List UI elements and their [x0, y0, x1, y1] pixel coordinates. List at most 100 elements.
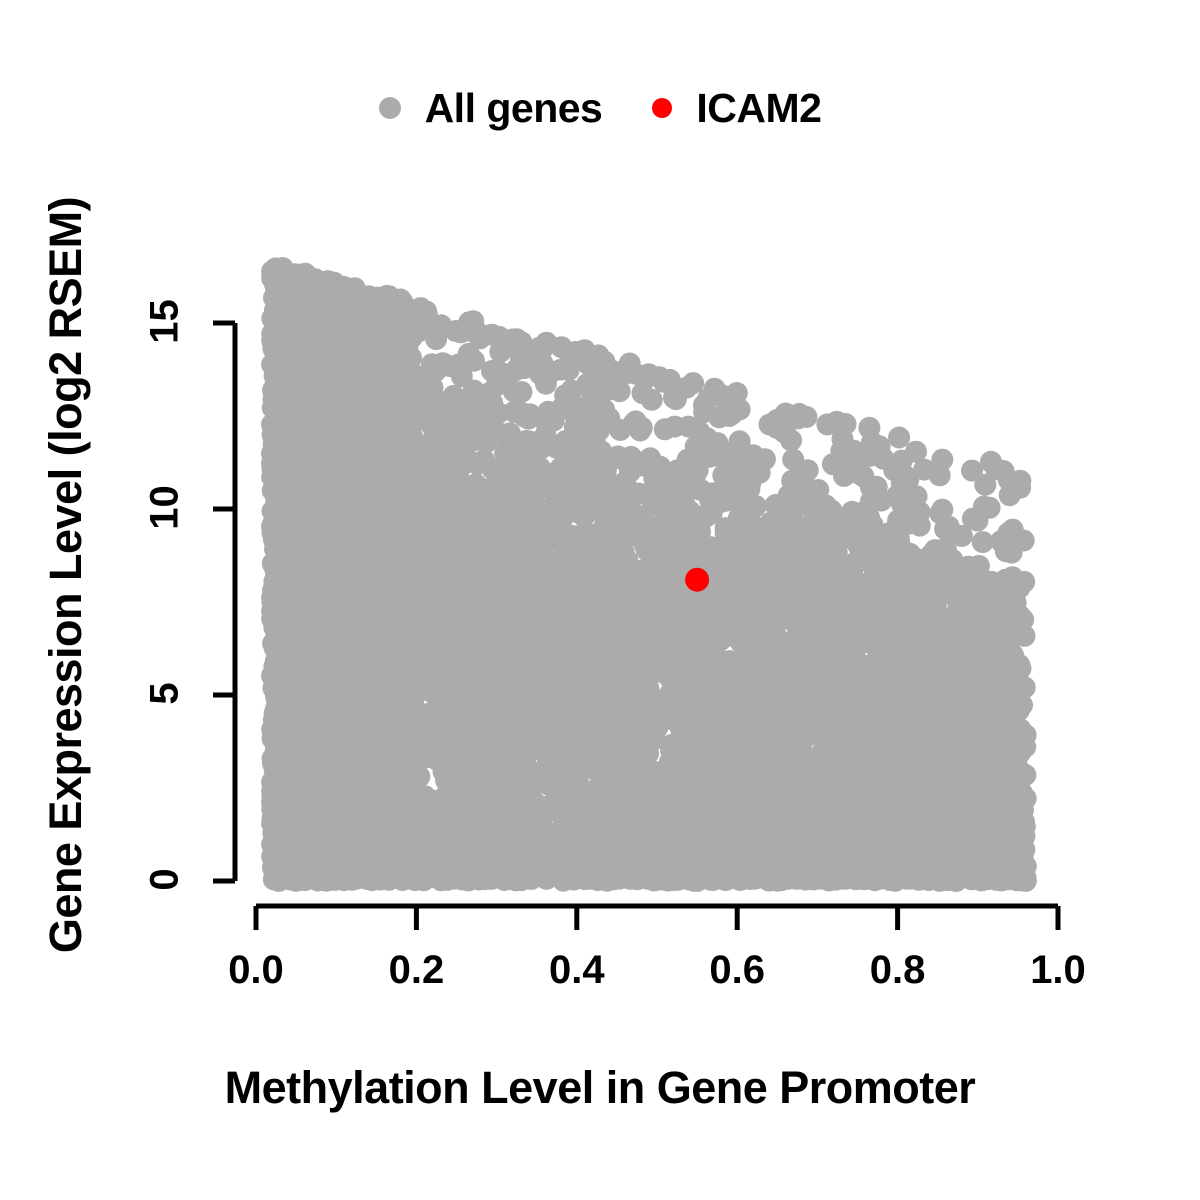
- scatter-point: [489, 340, 512, 363]
- scatter-point: [273, 398, 296, 421]
- scatter-point: [1013, 624, 1036, 647]
- scatter-point: [288, 848, 311, 871]
- scatter-point: [572, 736, 595, 758]
- scatter-point: [972, 718, 995, 741]
- scatter-point: [435, 769, 458, 792]
- scatter-point: [868, 845, 891, 868]
- scatter-point: [330, 675, 352, 698]
- scatter-point: [718, 404, 741, 427]
- scatter-point: [265, 313, 287, 336]
- scatter-point: [265, 819, 288, 842]
- scatter-point: [443, 829, 466, 852]
- scatter-point: [415, 663, 438, 686]
- scatter-point: [653, 418, 676, 441]
- scatter-point: [953, 776, 976, 799]
- scatter-point: [808, 590, 831, 613]
- scatter-point: [298, 501, 321, 524]
- scatter-point: [529, 602, 552, 625]
- scatter-point: [766, 851, 789, 874]
- scatter-point: [376, 398, 399, 421]
- scatter-point: [267, 555, 290, 577]
- scatter-point: [272, 420, 295, 443]
- scatter-point: [731, 478, 754, 501]
- scatter-point: [400, 327, 423, 349]
- scatter-point: [374, 840, 397, 863]
- scatter-point: [264, 680, 286, 703]
- scatter-point: [834, 601, 857, 624]
- scatter-point: [912, 848, 935, 871]
- scatter-point: [513, 357, 536, 380]
- scatter-point: [944, 654, 967, 677]
- scatter-point: [888, 426, 911, 449]
- scatter-point: [324, 710, 347, 733]
- scatter-point: [881, 638, 904, 661]
- scatter-point: [384, 582, 407, 605]
- scatter-point: [441, 553, 463, 576]
- scatter-point: [791, 613, 814, 636]
- scatter-point: [684, 435, 707, 458]
- scatter-point: [971, 531, 994, 554]
- scatter-point: [401, 789, 424, 812]
- scatter-point: [1001, 751, 1024, 774]
- scatter-point: [825, 520, 848, 543]
- scatter-point: [529, 696, 552, 719]
- scatter-point: [386, 605, 409, 628]
- scatter-point: [346, 532, 369, 555]
- scatter-point: [552, 438, 575, 461]
- scatter-point: [328, 810, 351, 833]
- scatter-point: [986, 840, 1008, 863]
- scatter-point: [575, 503, 598, 526]
- scatter-points-layer: [261, 257, 1037, 892]
- scatter-point: [873, 809, 896, 832]
- scatter-point: [518, 437, 541, 460]
- scatter-point: [672, 783, 695, 806]
- scatter-point: [305, 650, 328, 673]
- scatter-point: [842, 826, 865, 849]
- scatter-point: [513, 405, 536, 428]
- scatter-point: [305, 795, 328, 818]
- scatter-point: [973, 603, 996, 626]
- scatter-point: [663, 386, 685, 409]
- scatter-point: [404, 378, 427, 401]
- scatter-point: [714, 869, 737, 892]
- scatter-point: [552, 467, 575, 490]
- scatter-point: [834, 750, 857, 773]
- scatter-point: [615, 860, 638, 883]
- scatter-point: [314, 357, 336, 380]
- scatter-point: [602, 360, 625, 383]
- scatter-point: [372, 516, 395, 539]
- scatter-point: [609, 419, 632, 441]
- scatter-point: [359, 644, 382, 667]
- scatter-point: [872, 447, 895, 470]
- scatter-point: [365, 588, 388, 610]
- scatter-point: [602, 654, 625, 677]
- scatter-point: [289, 539, 312, 562]
- scatter-point: [307, 587, 330, 610]
- scatter-point: [730, 727, 753, 750]
- scatter-point: [948, 801, 971, 824]
- scatter-point: [468, 327, 491, 350]
- scatter-point: [842, 618, 865, 640]
- scatter-point: [316, 270, 339, 293]
- scatter-point: [1008, 576, 1031, 599]
- scatter-point: [443, 431, 466, 454]
- scatter-point: [766, 869, 789, 892]
- scatter-point: [631, 817, 654, 840]
- scatter-point: [598, 378, 620, 401]
- scatter-point: [502, 554, 525, 577]
- scatter-point: [317, 289, 340, 312]
- scatter-point: [569, 810, 591, 833]
- scatter-point: [1014, 787, 1037, 810]
- scatter-point: [862, 633, 884, 656]
- scatter-point: [475, 712, 497, 735]
- scatter-point: [449, 456, 472, 479]
- scatter-point: [1014, 869, 1037, 892]
- scatter-point: [362, 669, 385, 692]
- scatter-point: [458, 571, 481, 594]
- scatter-point: [723, 385, 746, 408]
- scatter-point: [978, 496, 1001, 519]
- scatter-point: [280, 783, 303, 806]
- scatter-point: [283, 702, 306, 724]
- scatter-point: [950, 822, 972, 844]
